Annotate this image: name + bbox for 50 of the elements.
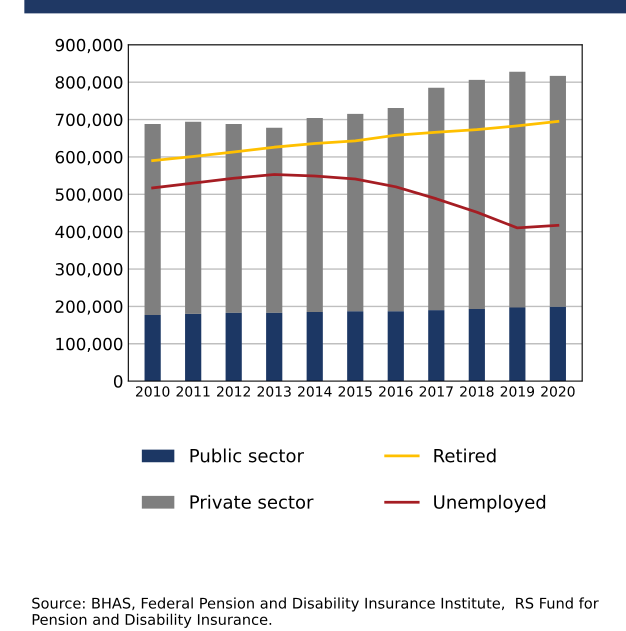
legend-label: Unemployed: [434, 494, 546, 512]
x-tick-label: 2014: [298, 386, 332, 397]
x-tick-label: 2016: [379, 386, 413, 397]
x-tick-label: 2015: [338, 386, 372, 397]
x-tick-label: 2017: [420, 386, 453, 397]
bar: [428, 88, 444, 310]
x-tick-label: 2012: [217, 386, 250, 397]
bar: [266, 128, 282, 313]
bar: [347, 114, 364, 312]
bar: [388, 108, 404, 312]
line-series: [151, 120, 560, 162]
y-tick-label: 0: [114, 375, 122, 388]
bar: [468, 309, 485, 382]
x-tick-label: 2010: [136, 386, 170, 397]
x-tick-label: 2013: [258, 386, 291, 397]
bar: [509, 72, 526, 308]
y-tick-label: 100,000: [56, 338, 122, 352]
bar: [388, 311, 404, 382]
x-tick-label: 2011: [176, 386, 210, 397]
line-series: [151, 173, 560, 230]
y-tick-label: 200,000: [56, 300, 122, 315]
legend-label: Retired: [434, 448, 496, 462]
y-tick-label: 400,000: [55, 226, 122, 240]
y-tick-label: 500,000: [56, 188, 122, 203]
bar: [509, 308, 526, 382]
bar: [306, 312, 323, 382]
bar: [468, 80, 485, 309]
y-tick-label: 300,000: [56, 262, 122, 278]
bar: [550, 76, 566, 307]
bar: [185, 122, 202, 314]
bar: [226, 124, 242, 313]
bar: [185, 314, 202, 382]
source-note: Source: BHAS, Federal Pension and Disability Insurance Institute, RS Fund for Pension and Disability Insurance.: [32, 597, 599, 628]
bar: [266, 312, 282, 382]
legend-label: Public sector: [190, 448, 304, 462]
x-tick-label: 2019: [500, 386, 534, 397]
bar: [550, 306, 566, 382]
x-tick-label: 2018: [460, 386, 494, 397]
x-tick-label: 2020: [541, 386, 575, 397]
bar: [347, 311, 364, 382]
y-tick-label: 900,000: [56, 38, 122, 54]
bar: [144, 124, 161, 315]
bar: [144, 314, 161, 382]
legend-label: Private sector: [190, 494, 314, 509]
y-tick-label: 600,000: [56, 150, 122, 166]
bar: [428, 310, 444, 382]
y-tick-label: 700,000: [56, 114, 122, 128]
bar: [226, 312, 242, 382]
y-tick-label: 800,000: [56, 76, 122, 90]
bar: [306, 118, 323, 312]
